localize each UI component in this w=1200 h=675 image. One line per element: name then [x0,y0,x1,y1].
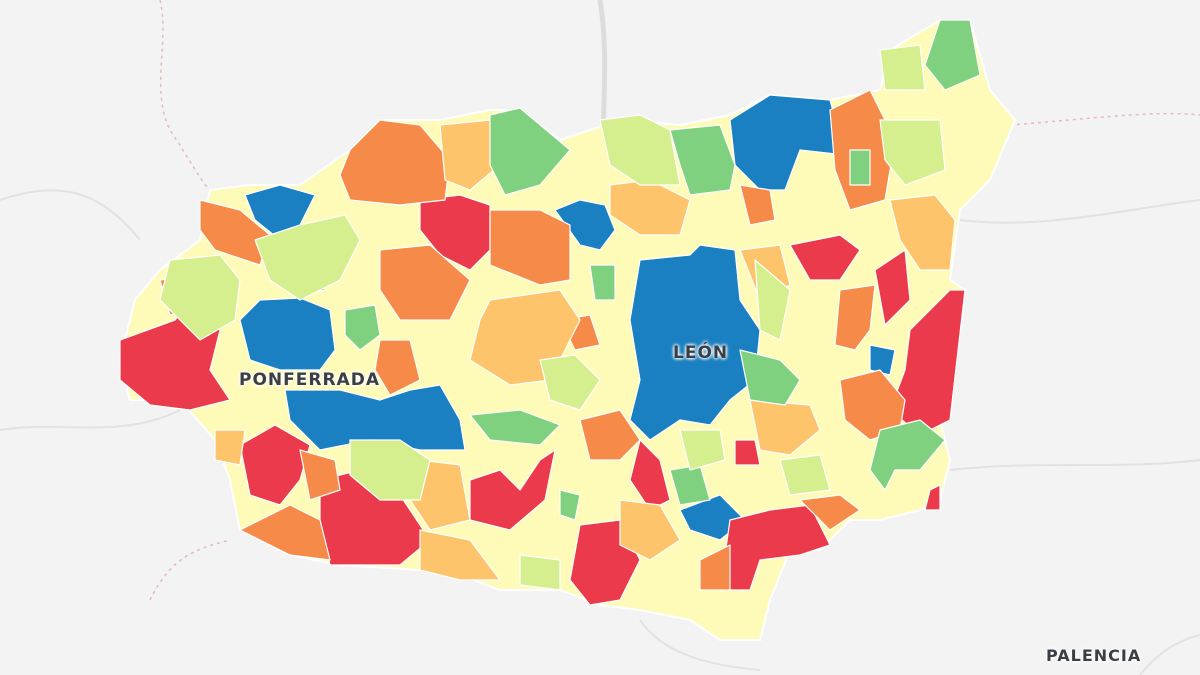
municipality-region-red[interactable] [734,439,761,466]
municipality-region-green[interactable] [869,419,946,491]
municipality-region-green[interactable] [589,264,616,301]
municipality-region-light-green[interactable] [159,254,241,341]
municipality-region-red[interactable] [889,289,966,436]
municipality-region-light-orange[interactable] [419,529,501,581]
municipality-region-light-green[interactable] [519,554,561,591]
municipality-region-blue[interactable] [284,384,466,451]
municipality-region-blue[interactable] [554,199,616,251]
municipality-region-orange[interactable] [489,209,571,286]
municipality-region-green[interactable] [344,304,381,351]
municipality-region-orange[interactable] [739,184,776,226]
municipality-region-orange[interactable] [799,494,861,531]
municipality-region-orange[interactable] [579,409,641,461]
municipality-region-orange[interactable] [834,284,876,351]
municipality-region-light-green[interactable] [539,354,601,411]
municipality-region-light-orange[interactable] [889,194,956,271]
city-label-palencia: PALENCIA [1046,646,1142,665]
municipality-region-light-orange[interactable] [439,119,501,191]
municipality-region-green[interactable] [739,349,801,406]
municipality-region-light-green[interactable] [879,44,926,91]
municipality-region-light-green[interactable] [349,439,431,501]
municipality-region-orange[interactable] [299,449,341,501]
municipality-region-blue[interactable] [239,297,336,371]
municipality-region-blue[interactable] [729,94,846,191]
municipality-region-orange[interactable] [339,119,451,206]
municipality-region-green[interactable] [489,107,571,196]
municipality-region-light-green[interactable] [779,454,831,496]
municipality-region-red[interactable] [789,234,861,281]
municipality-region-red[interactable] [874,249,911,326]
municipality-region-green[interactable] [924,19,981,91]
municipality-region-green[interactable] [559,489,581,521]
municipality-region-red[interactable] [924,484,941,511]
city-label-leon: LEÓN [673,343,729,363]
municipality-region-orange[interactable] [199,199,271,266]
municipality-region-red[interactable] [469,449,556,531]
basemap-borders [149,0,1200,601]
municipality-regions [119,19,981,606]
city-label-ponferrada: PONFERRADA [239,370,380,390]
municipality-region-light-green[interactable] [599,114,681,186]
municipality-region-orange[interactable] [379,244,471,321]
municipality-region-green[interactable] [849,149,871,186]
municipality-region-orange[interactable] [699,544,731,591]
municipality-region-orange[interactable] [374,339,421,396]
municipality-region-light-orange[interactable] [214,429,246,466]
municipality-region-red[interactable] [239,424,311,506]
municipality-region-blue[interactable] [629,244,761,441]
municipality-region-light-green[interactable] [679,429,726,471]
municipality-region-blue[interactable] [869,344,896,376]
municipality-region-light-green[interactable] [754,259,791,341]
municipality-region-orange[interactable] [239,504,331,561]
municipality-region-green[interactable] [469,409,561,446]
municipality-region-light-orange[interactable] [619,499,681,561]
municipality-region-green[interactable] [669,124,736,196]
municipality-region-light-orange[interactable] [749,399,821,456]
municipality-region-light-green[interactable] [879,119,946,186]
municipality-region-light-green[interactable] [254,214,361,301]
